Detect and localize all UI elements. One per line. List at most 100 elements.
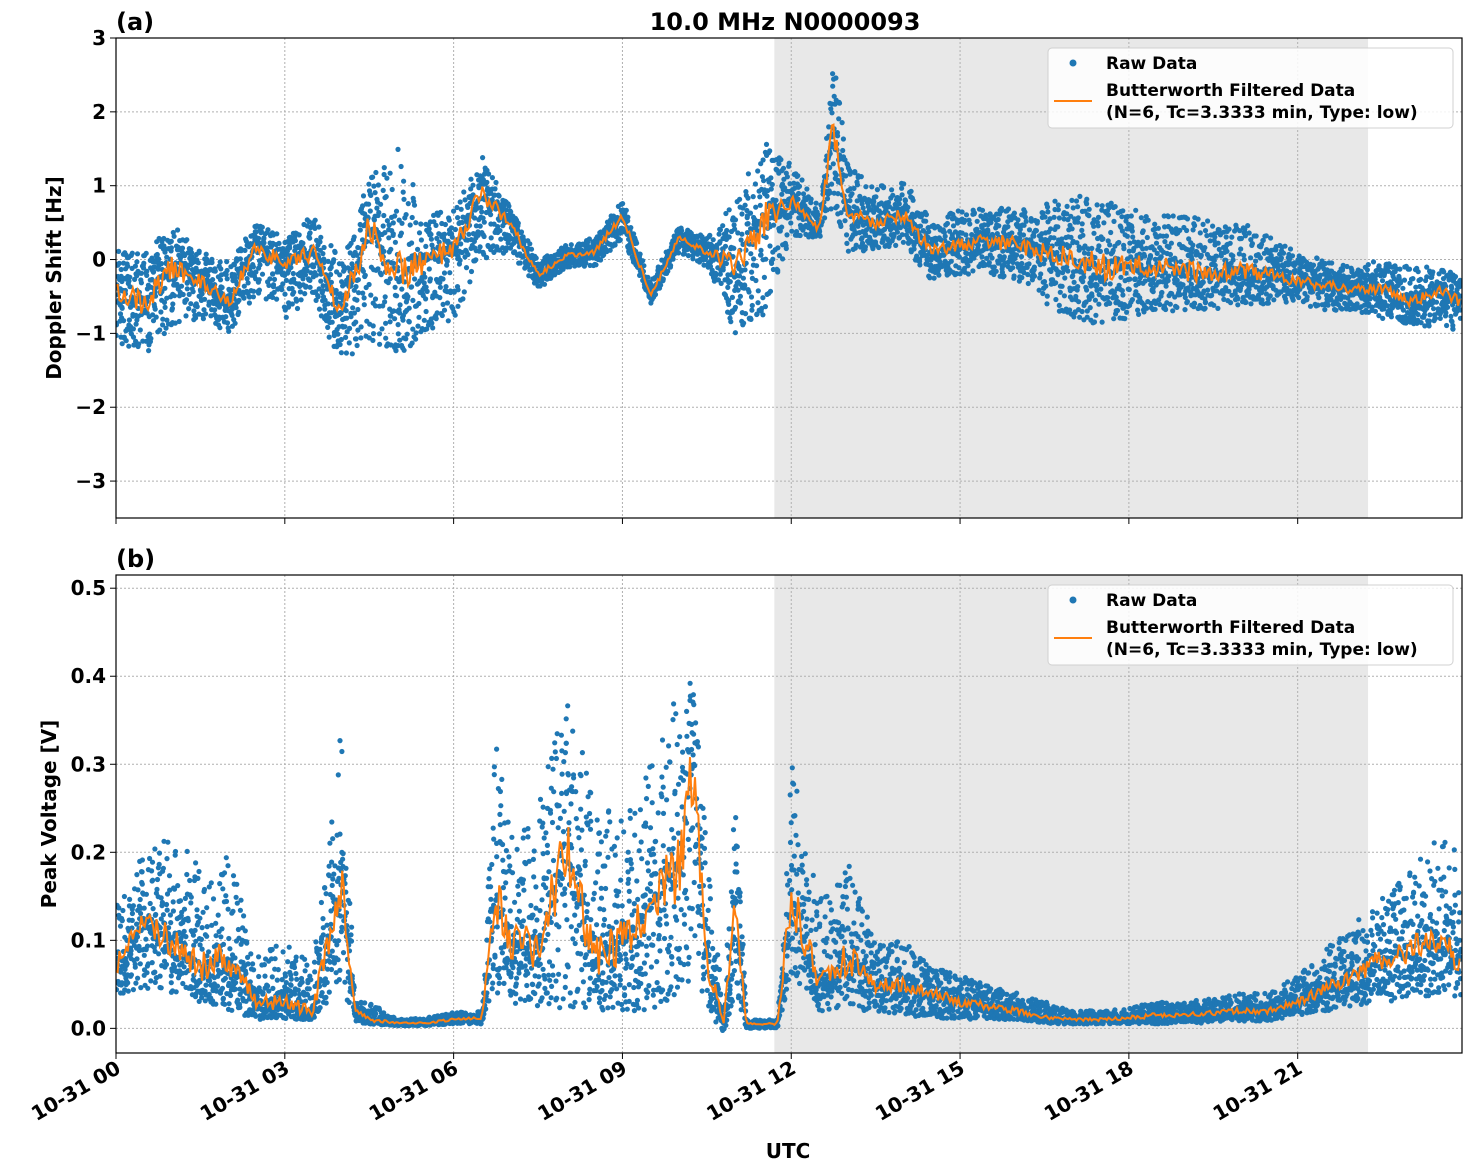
- raw-data-point: [833, 172, 839, 178]
- raw-data-point: [1005, 224, 1011, 230]
- raw-data-point: [371, 183, 377, 189]
- raw-data-point: [307, 230, 313, 236]
- raw-data-point: [830, 161, 836, 167]
- raw-data-point: [862, 244, 869, 250]
- raw-data-point: [144, 272, 150, 278]
- raw-data-point: [296, 232, 302, 238]
- raw-data-point: [732, 330, 739, 336]
- raw-data-point: [400, 189, 406, 195]
- raw-data-point: [250, 264, 256, 270]
- raw-data-point: [1191, 300, 1198, 307]
- raw-data-point: [979, 254, 985, 260]
- raw-data-point: [745, 195, 751, 201]
- raw-data-point: [1056, 302, 1062, 308]
- raw-data-point: [768, 186, 774, 192]
- raw-data-point: [967, 221, 973, 227]
- raw-data-point: [130, 326, 136, 332]
- raw-data-point: [1080, 279, 1086, 285]
- raw-data-point: [625, 214, 631, 220]
- raw-data-point: [236, 297, 242, 303]
- raw-data-point: [528, 246, 535, 252]
- raw-data-point: [758, 252, 764, 258]
- raw-data-point: [399, 220, 405, 226]
- raw-data-point: [668, 262, 674, 269]
- raw-data-point: [403, 336, 409, 342]
- raw-data-point: [786, 163, 792, 169]
- raw-data-point: [1154, 250, 1160, 256]
- raw-data-point: [917, 258, 923, 264]
- raw-data-point: [387, 276, 393, 282]
- raw-data-point: [395, 331, 401, 337]
- raw-data-point: [443, 284, 449, 290]
- raw-data-point: [1211, 302, 1217, 308]
- raw-data-point: [224, 276, 230, 282]
- raw-data-point: [1075, 284, 1081, 290]
- raw-data-point: [401, 178, 407, 184]
- raw-data-point: [1044, 204, 1051, 210]
- raw-data-point: [796, 183, 803, 189]
- raw-data-point: [479, 209, 485, 215]
- raw-data-point: [384, 175, 390, 181]
- raw-data-point: [839, 120, 845, 126]
- raw-data-point: [261, 236, 267, 242]
- raw-data-point: [160, 322, 166, 328]
- raw-data-point: [834, 203, 840, 209]
- raw-data-point: [390, 231, 396, 237]
- raw-data-point: [413, 336, 419, 342]
- raw-data-point: [297, 289, 303, 295]
- raw-data-point: [1119, 288, 1125, 294]
- raw-data-point: [189, 250, 195, 256]
- raw-data-point: [410, 297, 416, 303]
- raw-data-point: [722, 243, 729, 249]
- raw-data-point: [1142, 253, 1148, 259]
- raw-data-point: [511, 249, 518, 255]
- raw-data-point: [328, 243, 334, 249]
- raw-data-point: [395, 322, 401, 328]
- raw-data-point: [830, 83, 836, 89]
- raw-data-point: [788, 220, 794, 226]
- raw-data-point: [1167, 251, 1173, 258]
- raw-data-point: [1084, 196, 1090, 202]
- raw-data-point: [424, 326, 430, 332]
- raw-data-point: [312, 225, 318, 231]
- raw-data-point: [894, 229, 901, 235]
- raw-data-point: [261, 240, 267, 246]
- raw-data-point: [854, 182, 861, 188]
- raw-data-point: [1107, 281, 1113, 287]
- raw-data-point: [444, 300, 451, 306]
- raw-data-point: [226, 328, 232, 334]
- raw-data-point: [1069, 226, 1075, 232]
- raw-data-point: [768, 175, 774, 181]
- raw-data-point: [370, 331, 377, 337]
- raw-data-point: [266, 282, 272, 288]
- raw-data-point: [406, 319, 412, 325]
- raw-data-point: [996, 223, 1002, 229]
- raw-data-point: [280, 281, 286, 287]
- raw-data-point: [378, 201, 384, 207]
- raw-data-point: [238, 248, 244, 254]
- raw-data-point: [473, 257, 479, 263]
- raw-data-point: [376, 331, 383, 337]
- raw-data-point: [743, 189, 749, 195]
- raw-data-point: [382, 294, 388, 300]
- raw-data-point: [748, 294, 755, 300]
- raw-data-point: [217, 259, 223, 265]
- raw-data-point: [439, 312, 445, 319]
- raw-data-point: [452, 226, 458, 233]
- raw-data-point: [195, 260, 201, 266]
- raw-data-point: [506, 203, 512, 209]
- raw-data-point: [936, 272, 942, 278]
- raw-data-point: [1116, 239, 1122, 246]
- raw-data-point: [436, 239, 442, 245]
- raw-data-point: [1096, 301, 1102, 307]
- raw-data-point: [586, 236, 593, 242]
- raw-data-point: [126, 343, 132, 349]
- raw-data-point: [318, 278, 324, 284]
- raw-data-point: [753, 204, 759, 210]
- raw-data-point: [808, 196, 814, 202]
- raw-data-point: [1098, 286, 1104, 292]
- raw-data-point: [219, 284, 225, 291]
- raw-data-point: [985, 229, 991, 235]
- raw-data-point: [1070, 205, 1076, 211]
- raw-data-point: [492, 192, 498, 198]
